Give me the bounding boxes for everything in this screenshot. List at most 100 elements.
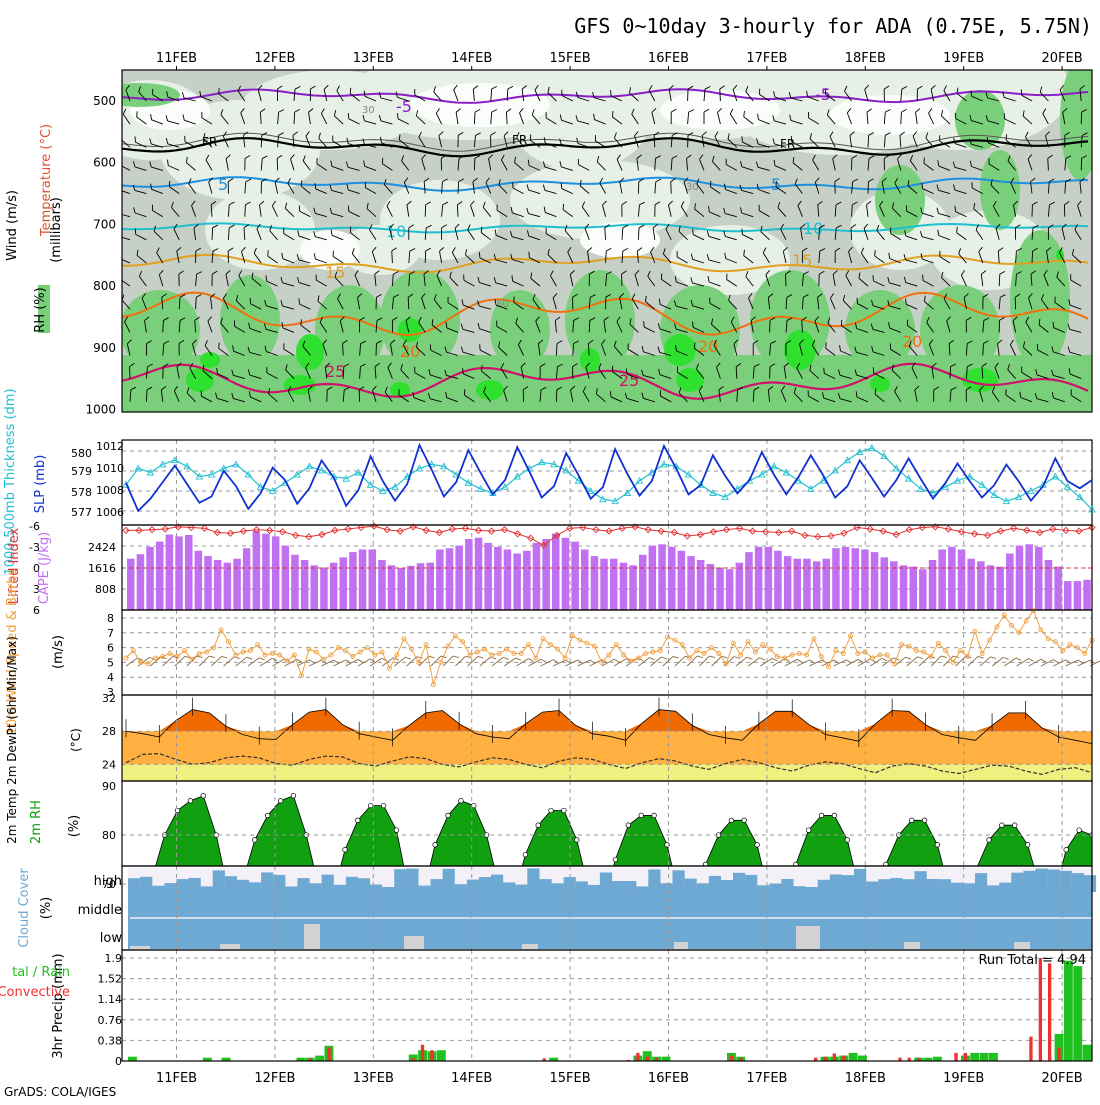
top-date-label: 19FEB <box>943 51 984 66</box>
barb-staff <box>851 228 852 240</box>
cloud-high-bar <box>552 883 564 892</box>
cape-bar <box>832 548 840 610</box>
cloud-high-bar <box>769 884 781 893</box>
cloud-high-bar <box>939 879 951 892</box>
precip-convective-bar <box>1029 1037 1032 1061</box>
cape-bar <box>823 559 831 610</box>
legend-total-rain: tal / Rain <box>12 965 70 980</box>
cape-bar <box>513 554 521 611</box>
tick-label: 5 <box>107 656 114 669</box>
barb-flag <box>709 654 715 660</box>
cape-bar <box>610 559 618 610</box>
cloud-high-bar <box>527 868 539 892</box>
bottom-date-label: 17FEB <box>746 1071 787 1086</box>
ylabel-rh2m: 2m RH <box>29 800 44 844</box>
cape-bar <box>311 565 319 610</box>
barb-staff <box>748 658 759 666</box>
precip-total-bar <box>933 1057 942 1061</box>
rh2m-point <box>188 798 193 803</box>
rh-saturated-area <box>296 334 324 370</box>
cape-bar <box>1054 567 1062 610</box>
rh2m-point <box>639 813 644 818</box>
cape-bar <box>1006 554 1014 611</box>
run-total-label: Run Total = 4.94 <box>978 953 1086 968</box>
tick-label: 0.38 <box>98 1034 123 1047</box>
cape-bar <box>881 557 889 610</box>
top-date-label: 16FEB <box>648 51 689 66</box>
barb-flag <box>941 654 947 660</box>
upper-plot-area: -5-5FRFRFR55101015152020202525303050 <box>90 30 1100 412</box>
tick-label: 500 <box>93 94 116 108</box>
cloud-high-bar <box>164 883 176 892</box>
cape-bar <box>745 552 753 610</box>
cloud-high-bar <box>915 871 927 892</box>
tick-label: 1012 <box>96 440 124 453</box>
contour-label-10: 10 <box>803 219 823 238</box>
cloud-high-bar <box>358 878 370 892</box>
barb-flag <box>650 656 655 662</box>
rh2m-point <box>935 843 940 848</box>
precip-total-bar <box>315 1056 324 1061</box>
rh-saturated-area <box>476 380 504 400</box>
cloud-high-bar <box>854 869 866 892</box>
cape-bar <box>195 551 203 610</box>
barb-staff <box>1004 658 1015 666</box>
cloud-high-bar <box>503 882 515 892</box>
tick-label: high <box>94 874 122 889</box>
ylabel-cloud: Cloud Cover <box>17 868 32 948</box>
barb-staff <box>556 344 557 356</box>
barb-staff <box>211 656 221 666</box>
tick-label: low <box>100 931 123 946</box>
cloud-high-bar <box>237 880 249 892</box>
cape-bar <box>282 546 290 610</box>
wind10-barb <box>370 657 387 670</box>
barb-staff <box>992 657 1003 666</box>
rh2m-point <box>987 838 992 843</box>
cape-bar <box>755 547 763 610</box>
wind10-barb <box>699 654 715 670</box>
ylabel-wind: Wind (m/s) <box>5 190 20 261</box>
barb-staff <box>1032 251 1033 263</box>
top-date-label: 17FEB <box>746 51 787 66</box>
cape-bar <box>156 542 164 610</box>
cloud-high-bar <box>152 886 164 892</box>
cape-bar <box>871 552 879 610</box>
top-date-label: 14FEB <box>451 51 492 66</box>
bottom-date-label: 14FEB <box>451 1071 492 1086</box>
barb-staff <box>1048 158 1049 170</box>
cape-bar <box>446 548 454 610</box>
rh2m-point <box>562 808 567 813</box>
cape-bar <box>977 561 985 610</box>
rh2m-point <box>381 803 386 808</box>
cape-bar <box>910 567 918 610</box>
cape-bar <box>243 548 251 610</box>
cloud-high-bar <box>176 879 188 892</box>
cape-bar <box>620 563 628 610</box>
cape-bar <box>581 550 589 611</box>
barb-staff <box>950 367 951 379</box>
barb-flag <box>553 658 558 664</box>
rh2m-point <box>922 818 927 823</box>
cloud-high-bar <box>890 878 902 892</box>
barb-staff <box>236 657 247 666</box>
barb-staff <box>492 657 503 666</box>
cloud-high-bar <box>685 879 697 892</box>
cloud-high-bar <box>346 877 358 892</box>
cape-bar <box>1035 547 1043 610</box>
ylabel-wind-temp: Wind (m/s) <box>5 190 20 261</box>
cloud-low-bar <box>904 942 920 949</box>
cloud-high-bar <box>757 885 769 892</box>
barb-staff <box>638 228 639 240</box>
cape-bar <box>146 547 154 610</box>
contour-label-25: 25 <box>619 371 639 390</box>
rh-saturated-area <box>398 318 422 342</box>
precip-convective-bar <box>327 1048 330 1062</box>
cloud-high-bar <box>673 870 685 892</box>
rh-saturated-area <box>870 376 890 392</box>
ylabel-cape: CAPE (J/kg) <box>37 532 52 604</box>
cloud-high-bar <box>600 873 612 893</box>
barb-staff <box>654 135 655 147</box>
wind10-barb <box>870 657 887 670</box>
